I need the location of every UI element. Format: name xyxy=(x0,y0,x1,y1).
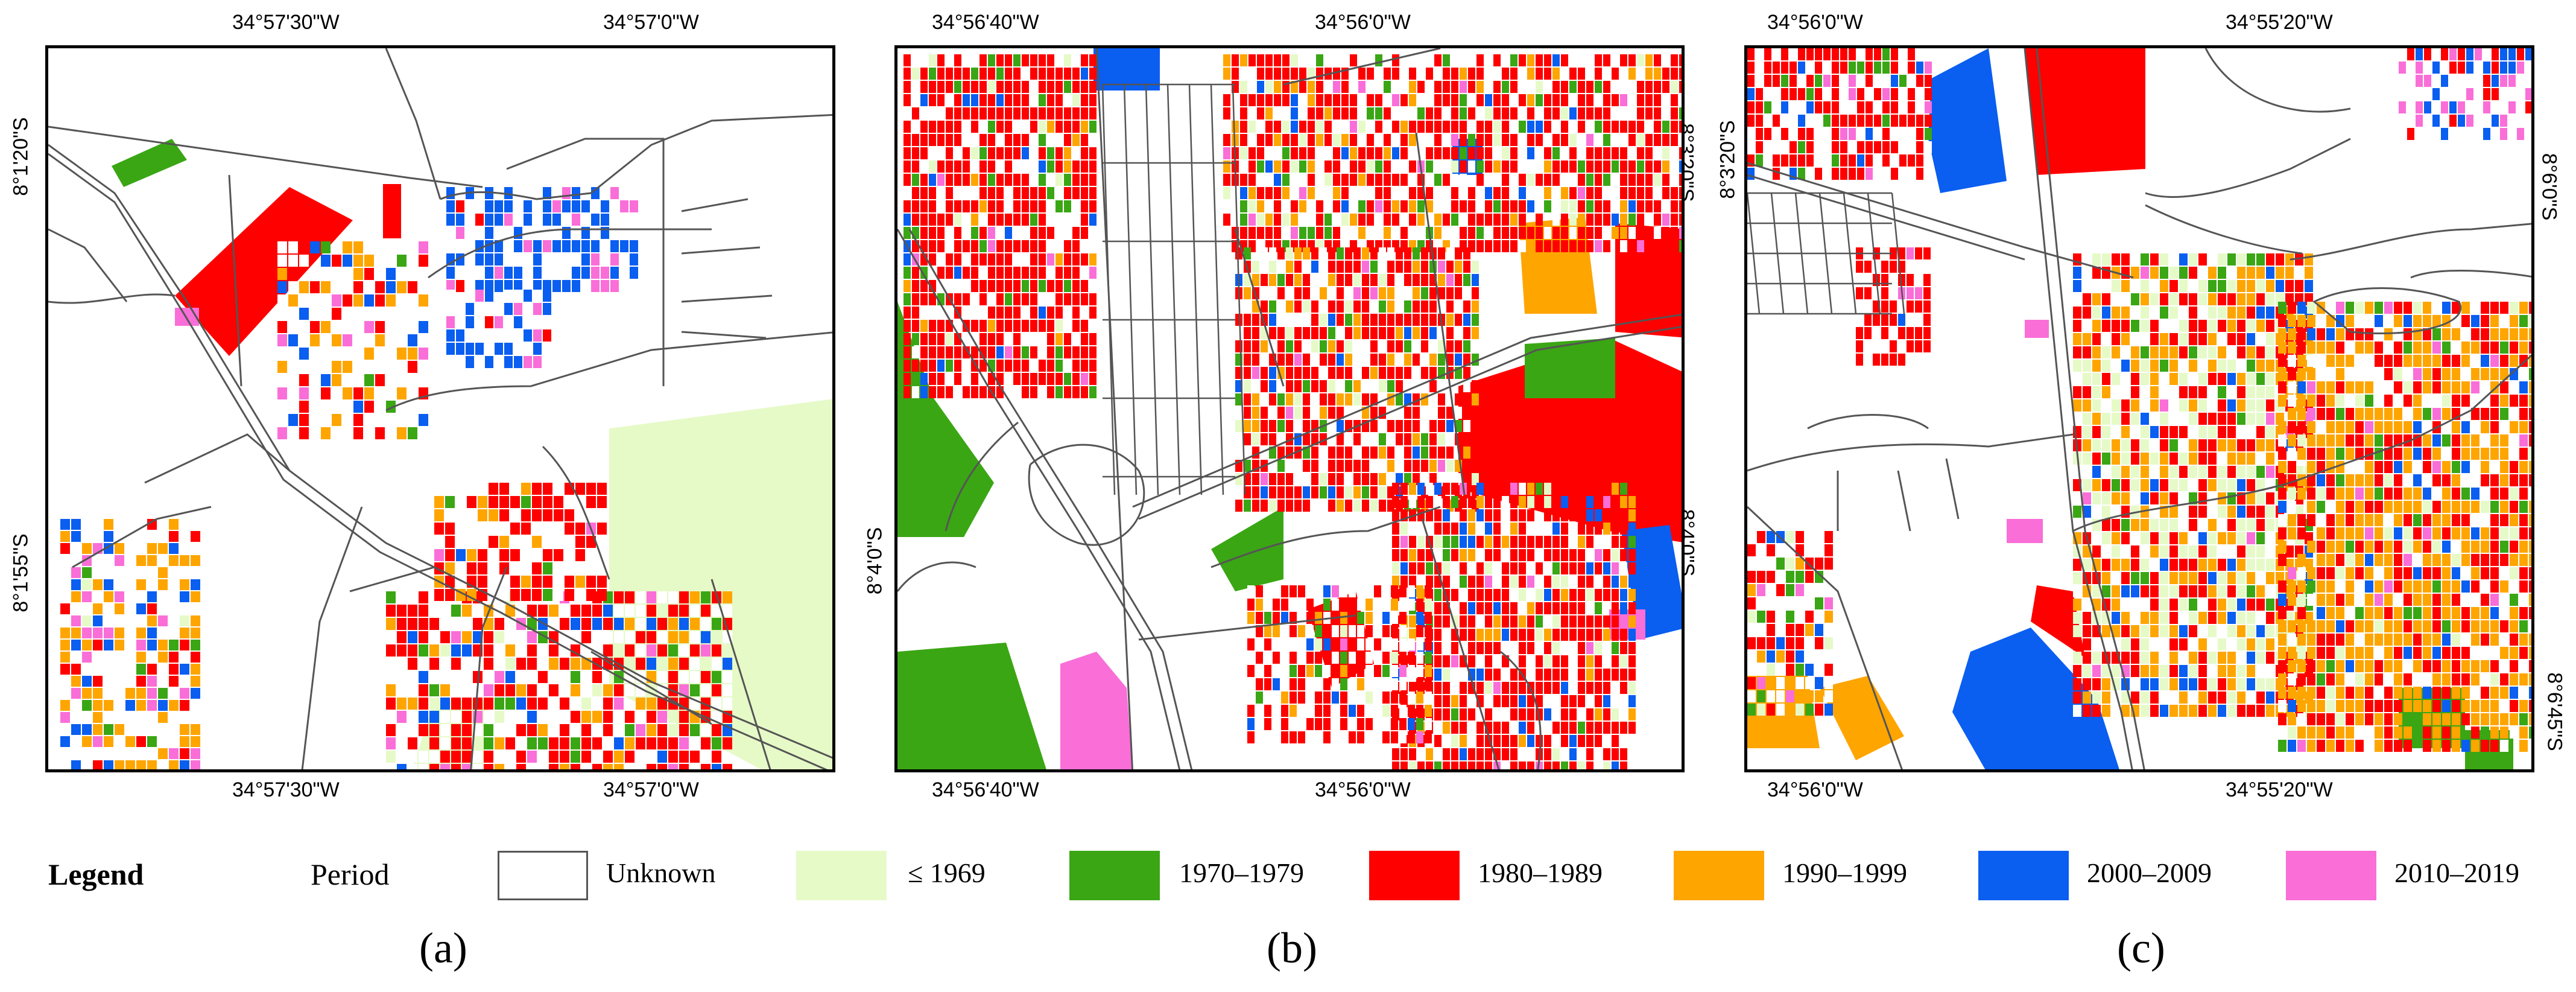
panel-c-map xyxy=(1744,45,2534,772)
panel-a-left-tick-1: 8°1'20"S xyxy=(9,117,33,196)
legend-swatch-2000s xyxy=(1978,851,2069,900)
panel-c-left-tick-1: 8°3'20"S xyxy=(1716,120,1739,199)
panel-c-map-svg xyxy=(1747,48,2531,769)
legend-swatch-1990s xyxy=(1674,851,1764,900)
caption-a: (a) xyxy=(419,924,467,972)
legend-label-le1969: ≤ 1969 xyxy=(908,857,986,888)
legend-label-unknown: Unknown xyxy=(606,857,716,888)
panel-b-left-tick-1: 8°4'0"S xyxy=(863,527,887,595)
panel-c-right-tick-1: 8°6'0"S xyxy=(2537,153,2561,221)
legend-swatch-1970s xyxy=(1069,851,1160,900)
panel-c-top-tick-2: 34°55'20"W xyxy=(2226,11,2333,34)
legend-period-label: Period xyxy=(311,857,390,891)
panel-a-top-tick-1: 34°57'30"W xyxy=(232,11,340,34)
legend-swatch-le1969 xyxy=(796,851,887,900)
legend-swatch-2010s xyxy=(2286,851,2376,900)
panel-a-map-svg xyxy=(48,48,832,769)
panel-b-map-svg xyxy=(897,48,1682,769)
panel-c-bottom-tick-1: 34°56'0"W xyxy=(1767,778,1863,801)
panel-b-map xyxy=(894,45,1685,772)
caption-b: (b) xyxy=(1267,924,1317,972)
legend-title: Legend xyxy=(48,857,144,891)
legend: Legend Period Unknown ≤ 1969 1970–1979 1… xyxy=(0,839,2576,911)
panel-c-bottom-tick-2: 34°55'20"W xyxy=(2226,778,2333,801)
panel-b-bottom-tick-1: 34°56'40"W xyxy=(932,778,1039,801)
panel-b-top-tick-2: 34°56'0"W xyxy=(1315,11,1411,34)
panel-c-right-tick-2: 8°6'45"S xyxy=(2543,672,2566,751)
legend-label-1990s: 1990–1999 xyxy=(1782,857,1907,888)
legend-swatch-1980s xyxy=(1369,851,1460,900)
panel-a-bottom-tick-2: 34°57'0"W xyxy=(603,778,699,801)
legend-swatch-unknown xyxy=(498,851,588,900)
legend-label-1980s: 1980–1989 xyxy=(1478,857,1603,888)
legend-label-1970s: 1970–1979 xyxy=(1179,857,1304,888)
caption-c: (c) xyxy=(2117,924,2165,972)
panel-a-top-tick-2: 34°57'0"W xyxy=(603,11,699,34)
legend-label-2000s: 2000–2009 xyxy=(2087,857,2212,888)
panel-b-top-tick-1: 34°56'40"W xyxy=(932,11,1039,34)
panel-a-left-tick-2: 8°1'55"S xyxy=(9,533,33,612)
legend-label-2010s: 2010–2019 xyxy=(2394,857,2519,888)
panel-a-map xyxy=(45,45,835,772)
panel-b-bottom-tick-2: 34°56'0"W xyxy=(1315,778,1411,801)
panel-c-top-tick-1: 34°56'0"W xyxy=(1767,11,1863,34)
panel-a-bottom-tick-1: 34°57'30"W xyxy=(232,778,340,801)
